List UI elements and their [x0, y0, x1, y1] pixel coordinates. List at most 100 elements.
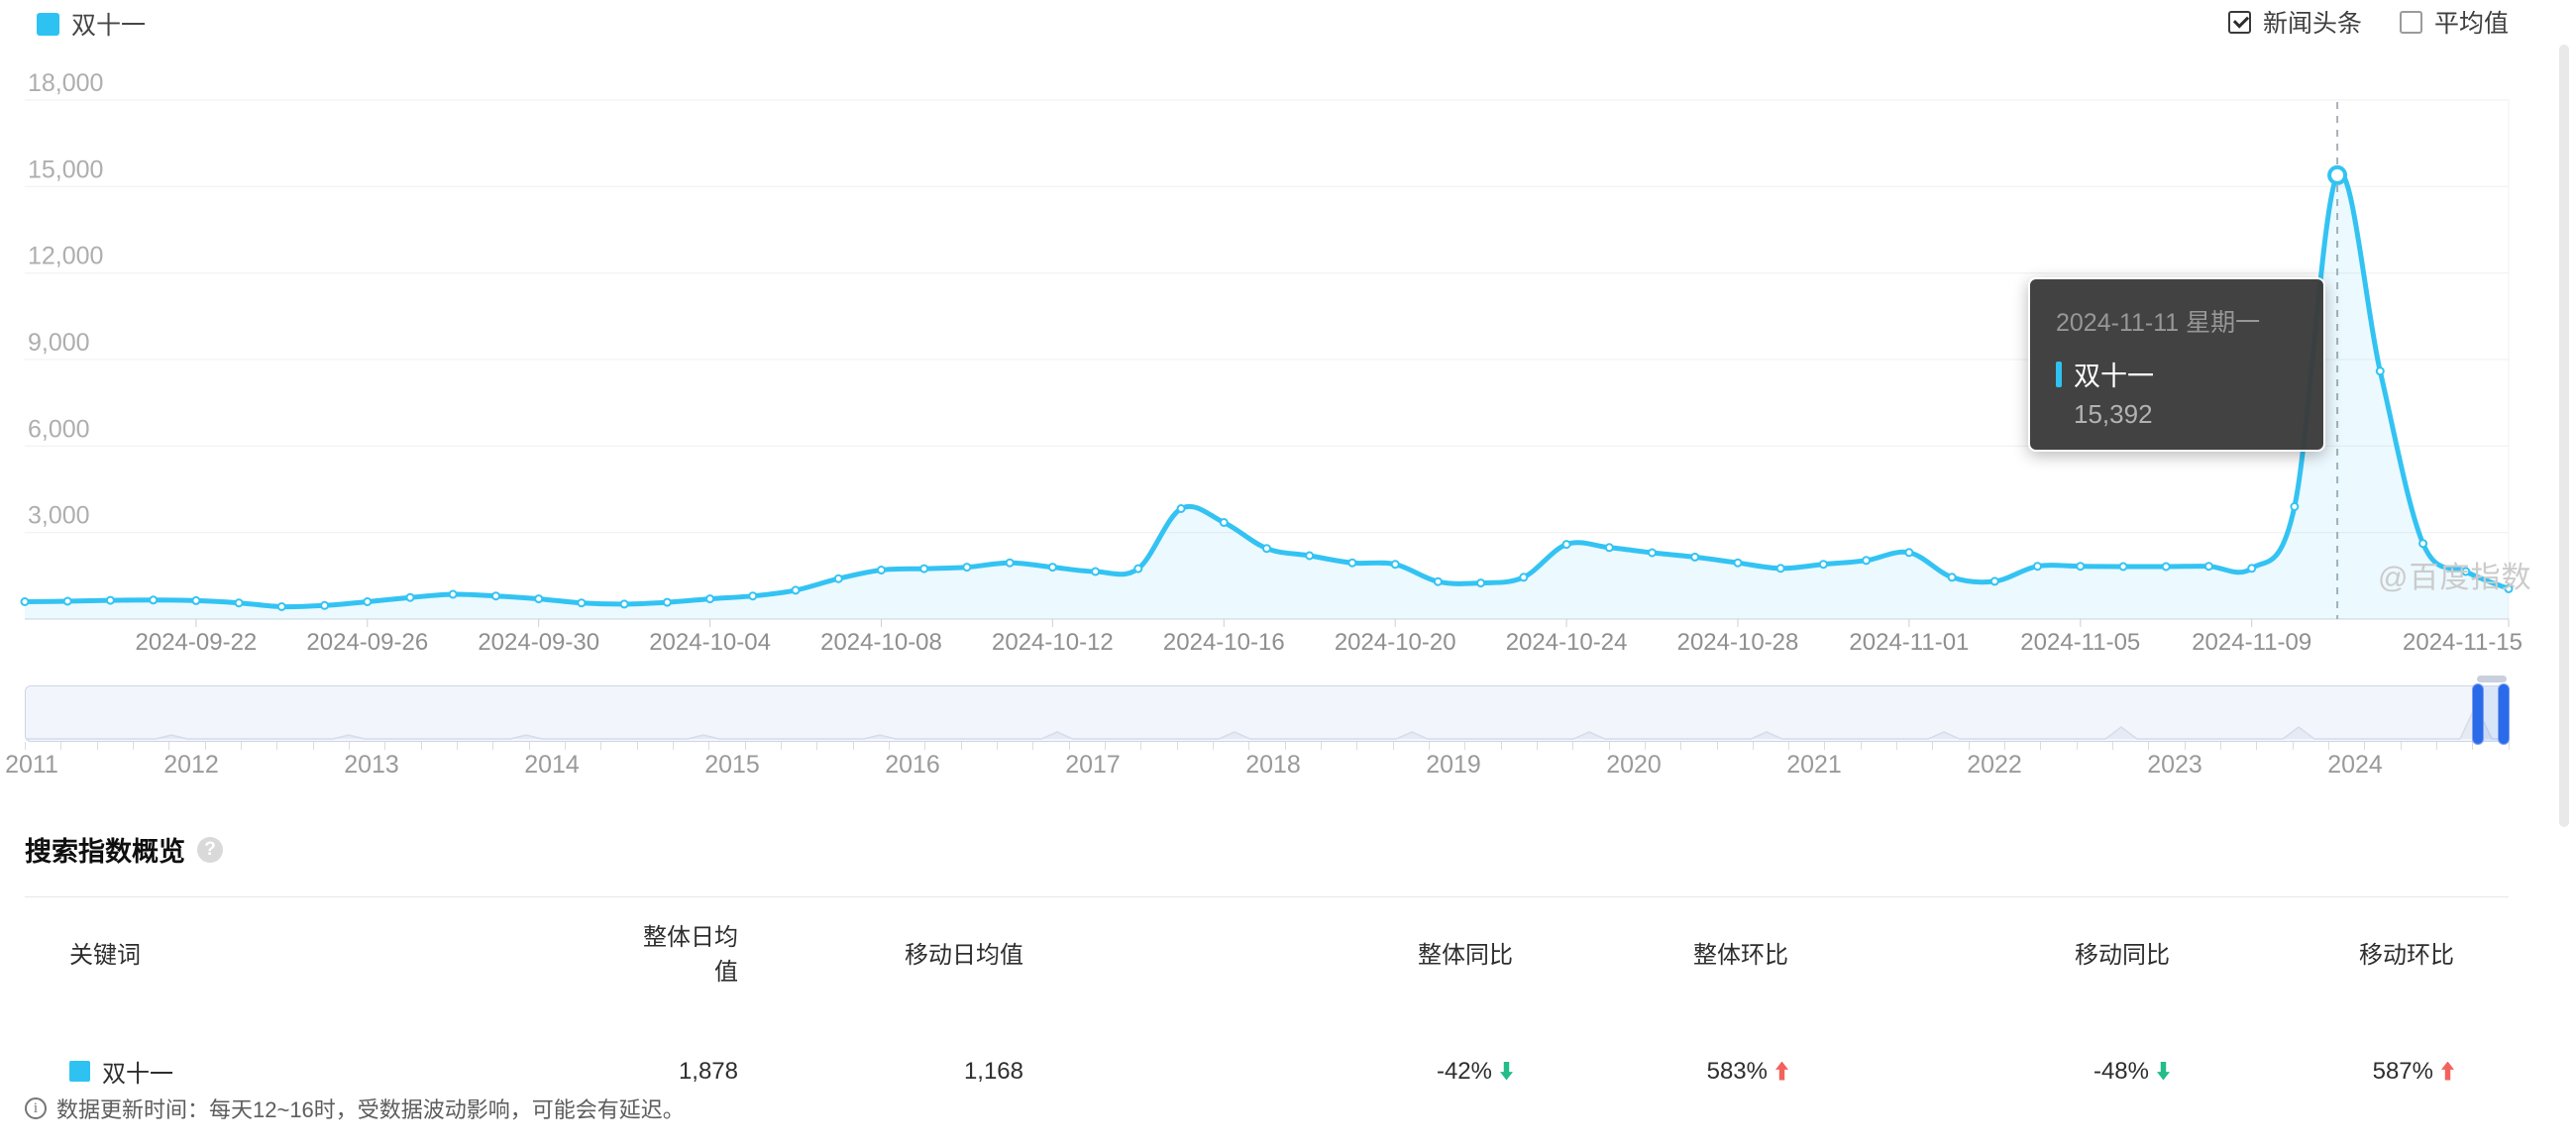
slider-tick [961, 742, 962, 750]
slider-tick [889, 742, 890, 750]
x-axis-label: 2024-10-08 [820, 629, 942, 656]
slider-tick [853, 742, 854, 750]
x-axis-label: 2024-11-05 [2020, 629, 2140, 656]
x-axis-label: 2024-10-12 [992, 629, 1114, 656]
average-checkbox-label: 平均值 [2433, 10, 2509, 38]
slider-tick [2293, 742, 2294, 750]
tooltip-series-row: 双十一 [2056, 355, 2298, 393]
watermark: @百度指数 [2378, 562, 2532, 594]
col-mobile-avg: 移动日均值 [905, 941, 1023, 969]
slider-tick [1896, 742, 1897, 750]
slider-tick [241, 742, 242, 750]
slider-year-label: 2023 [2147, 751, 2202, 779]
data-point [2118, 562, 2128, 572]
x-axis-label: 2024-09-26 [306, 629, 428, 656]
slider-selected-range[interactable] [2481, 686, 2503, 741]
time-range-slider[interactable] [25, 685, 2509, 742]
overall-avg-cell: 1,878 [678, 1057, 738, 1085]
slider-year-label: 2013 [344, 751, 399, 779]
data-point [2247, 564, 2257, 574]
col-overall-mom: 整体环比 [1693, 941, 1788, 969]
slider-tick [745, 742, 746, 750]
data-point [1862, 556, 1872, 566]
data-point [363, 597, 373, 606]
slider-tick [1717, 742, 1718, 750]
slider-tick [2004, 742, 2005, 750]
y-axis-label: 12,000 [28, 243, 103, 270]
slider-year-label: 2014 [524, 751, 580, 779]
data-point [2076, 562, 2086, 572]
slider-tick [492, 742, 493, 750]
slider-tick [2328, 742, 2329, 750]
slider-tick [421, 742, 422, 750]
data-point [1989, 576, 1999, 586]
data-point [1219, 518, 1229, 527]
slider-tick [1609, 742, 1610, 750]
slider-year-label: 2021 [1786, 751, 1842, 779]
data-point [1005, 558, 1015, 568]
average-checkbox[interactable] [2399, 10, 2422, 34]
tooltip-date: 2024-11-11 星期一 [2056, 309, 2261, 337]
legend[interactable]: 双十一 [37, 6, 146, 42]
slider-tick [60, 742, 61, 750]
data-point [877, 566, 886, 574]
mobile-avg-cell: 1,168 [963, 1057, 1023, 1085]
x-axis-label: 2024-10-20 [1335, 629, 1456, 656]
slider-tick [1321, 742, 1322, 750]
slider-tick [1788, 742, 1789, 750]
highlighted-point[interactable] [2327, 164, 2348, 185]
data-point [1604, 543, 1614, 553]
x-axis-label: 2024-10-24 [1506, 629, 1628, 656]
keyword-cell[interactable]: 双十一 [69, 1054, 624, 1089]
slider-tick [1032, 742, 1033, 750]
news-checkbox[interactable] [2227, 10, 2251, 34]
data-point [2418, 539, 2428, 549]
trend-down-arrow-icon [2157, 1061, 2170, 1081]
data-point [448, 589, 458, 599]
trend-chart[interactable]: 18,000 15,000 12,000 9,000 6,000 3,000 2024-09… [0, 0, 2576, 664]
slider-left-handle[interactable] [2472, 683, 2484, 745]
x-axis-label: 2024-09-22 [136, 629, 258, 656]
tooltip-series-marker-icon [2056, 361, 2062, 387]
slider-tick [1429, 742, 1430, 750]
update-notice-text: 数据更新时间：每天12~16时，受数据波动影响，可能会有延迟。 [56, 1097, 685, 1122]
page-scrollbar[interactable] [2559, 45, 2569, 827]
slider-tick [1069, 742, 1070, 750]
slider-tick [565, 742, 566, 750]
data-point [919, 564, 929, 574]
slider-year-label: 2012 [163, 751, 219, 779]
slider-tick [1969, 742, 1970, 750]
overview-section-header: 搜索指数概览 ? [25, 830, 223, 869]
data-point [1133, 564, 1143, 574]
slider-tick [1213, 742, 1214, 750]
data-point [1047, 563, 1057, 573]
slider-year-label: 2024 [2327, 751, 2383, 779]
data-point [1347, 558, 1357, 568]
help-icon[interactable]: ? [197, 836, 223, 863]
mobile-yoy-value: -48% [2093, 1057, 2149, 1085]
y-axis-label: 9,000 [28, 329, 90, 357]
slider-tick [313, 742, 314, 750]
data-point [20, 597, 30, 606]
col-overall-avg: 整体日均值 [643, 924, 738, 986]
slider-tick [1932, 742, 1933, 750]
update-notice: i 数据更新时间：每天12~16时，受数据波动影响，可能会有延迟。 [25, 1093, 685, 1124]
slider-grip-icon[interactable] [2477, 676, 2507, 682]
news-toggle[interactable]: 新闻头条 [2227, 4, 2362, 40]
slider-tick [1753, 742, 1754, 750]
data-point [2290, 502, 2300, 511]
average-toggle[interactable]: 平均值 [2399, 4, 2509, 40]
trend-up-arrow-icon [2441, 1061, 2454, 1081]
data-point [1305, 551, 1315, 561]
data-point [2461, 567, 2471, 576]
slider-tick [1537, 742, 1538, 750]
data-point [833, 574, 843, 583]
slider-tick [168, 742, 169, 750]
data-point [748, 591, 758, 601]
slider-right-handle[interactable] [2498, 683, 2510, 745]
slider-tick [1356, 742, 1357, 750]
slider-tick [924, 742, 925, 750]
data-point [1818, 560, 1828, 570]
slider-tick [2220, 742, 2221, 750]
